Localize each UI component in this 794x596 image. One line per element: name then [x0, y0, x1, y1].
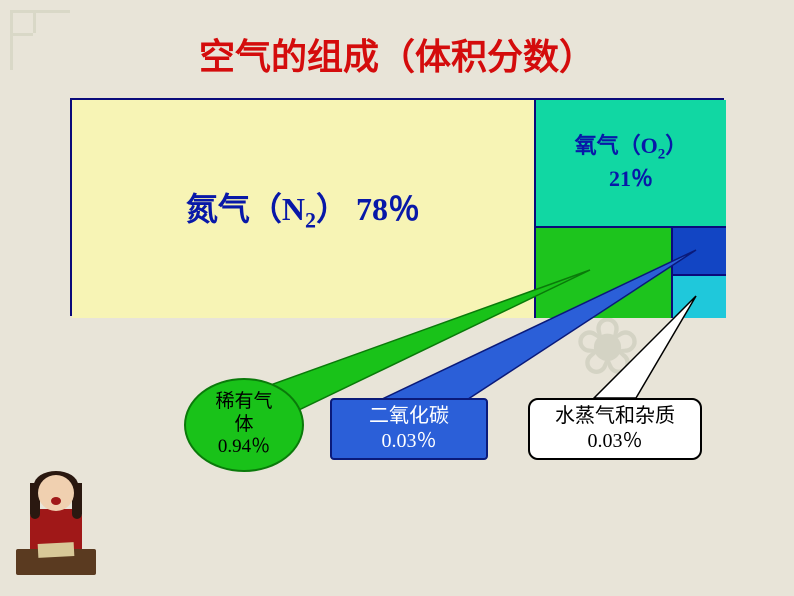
- nitrogen-region: 氮气（N2） 78％: [72, 100, 536, 318]
- composition-chart: 氮气（N2） 78％ 氧气（O2） 21％: [70, 98, 724, 316]
- co2-callout: 二氧化碳 0.03％: [330, 398, 488, 460]
- water-vapor-region: [671, 276, 726, 318]
- oxygen-label: 氧气（O2） 21％: [575, 132, 688, 193]
- water-vapor-callout: 水蒸气和杂质 0.03％: [528, 398, 702, 460]
- co2-region: [671, 228, 726, 276]
- nitrogen-label: 氮气（N2） 78％: [186, 184, 420, 233]
- rare-gas-callout: 稀有气 体 0.94％: [184, 378, 304, 472]
- slide-title: 空气的组成（体积分数）: [0, 28, 794, 80]
- right-column: 氧气（O2） 21％: [536, 100, 726, 318]
- teacher-avatar: [16, 471, 96, 576]
- rare-gas-region: [536, 228, 671, 318]
- oxygen-region: 氧气（O2） 21％: [536, 100, 726, 228]
